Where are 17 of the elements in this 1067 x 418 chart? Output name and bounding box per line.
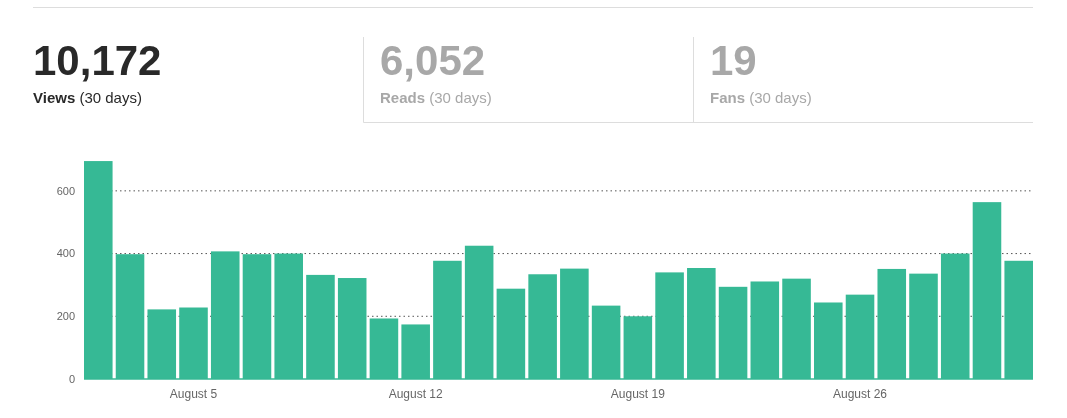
y-tick-label: 200 (56, 310, 75, 323)
x-tick-label: August 12 (388, 387, 444, 401)
x-tick-label: August 5 (169, 387, 218, 401)
text: 10,172 (33, 37, 162, 84)
text: (30 days) (745, 89, 812, 106)
x-tick-label: August 19 (610, 387, 666, 401)
y-tick-label: 600 (56, 184, 75, 197)
text: (30 days) (425, 89, 492, 106)
text: (30 days) (75, 89, 142, 106)
text: 6,052 (380, 37, 486, 84)
y-tick-label: 0 (68, 372, 75, 385)
text: Reads (380, 89, 426, 106)
text: Fans (710, 89, 746, 106)
text: Views (33, 89, 76, 106)
text: 19 (710, 37, 757, 84)
x-tick-label: August 26 (833, 387, 888, 401)
y-tick-label: 400 (56, 247, 75, 260)
